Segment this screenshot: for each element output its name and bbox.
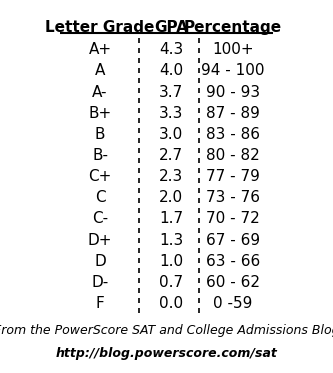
Text: 2.0: 2.0	[159, 190, 183, 205]
Text: A+: A+	[89, 42, 112, 57]
Text: C: C	[95, 190, 105, 205]
Text: D: D	[94, 254, 106, 269]
Text: 2.7: 2.7	[159, 148, 183, 163]
Text: 3.7: 3.7	[159, 85, 183, 100]
Text: D-: D-	[92, 275, 109, 290]
Text: 0.0: 0.0	[159, 296, 183, 311]
Text: C-: C-	[92, 211, 108, 226]
Text: Percentage: Percentage	[184, 21, 282, 35]
Text: 80 - 82: 80 - 82	[206, 148, 260, 163]
Text: A-: A-	[92, 85, 108, 100]
Text: 2.3: 2.3	[159, 169, 183, 184]
Text: 4.3: 4.3	[159, 42, 183, 57]
Text: 3.0: 3.0	[159, 127, 183, 142]
Text: 63 - 66: 63 - 66	[206, 254, 260, 269]
Text: 0 -59: 0 -59	[213, 296, 253, 311]
Text: A: A	[95, 63, 105, 78]
Text: GPA: GPA	[154, 21, 188, 35]
Text: Letter Grade: Letter Grade	[45, 21, 155, 35]
Text: 83 - 86: 83 - 86	[206, 127, 260, 142]
Text: 77 - 79: 77 - 79	[206, 169, 260, 184]
Text: 90 - 93: 90 - 93	[206, 85, 260, 100]
Text: 87 - 89: 87 - 89	[206, 106, 260, 121]
Text: 1.3: 1.3	[159, 233, 183, 248]
Text: 100+: 100+	[212, 42, 254, 57]
Text: 70 - 72: 70 - 72	[206, 211, 260, 226]
Text: 60 - 62: 60 - 62	[206, 275, 260, 290]
Text: 1.7: 1.7	[159, 211, 183, 226]
Text: 1.0: 1.0	[159, 254, 183, 269]
Text: 94 - 100: 94 - 100	[201, 63, 265, 78]
Text: 3.3: 3.3	[159, 106, 183, 121]
Text: B+: B+	[89, 106, 112, 121]
Text: 4.0: 4.0	[159, 63, 183, 78]
Text: B-: B-	[92, 148, 108, 163]
Text: From the PowerScore SAT and College Admissions Blog: From the PowerScore SAT and College Admi…	[0, 324, 333, 337]
Text: C+: C+	[88, 169, 112, 184]
Text: 67 - 69: 67 - 69	[206, 233, 260, 248]
Text: B: B	[95, 127, 105, 142]
Text: F: F	[96, 296, 105, 311]
Text: 73 - 76: 73 - 76	[206, 190, 260, 205]
Text: D+: D+	[88, 233, 112, 248]
Text: 0.7: 0.7	[159, 275, 183, 290]
Text: http://blog.powerscore.com/sat: http://blog.powerscore.com/sat	[56, 347, 277, 360]
